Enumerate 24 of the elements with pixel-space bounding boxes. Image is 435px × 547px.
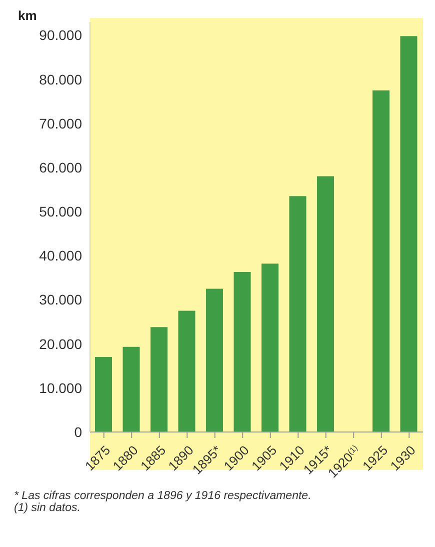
bar bbox=[262, 264, 278, 432]
bar bbox=[95, 357, 112, 432]
y-tick-label: 10.000 bbox=[39, 380, 82, 396]
y-axis-title: km bbox=[18, 8, 37, 23]
y-tick-label: 60.000 bbox=[39, 159, 82, 176]
y-tick-label: 20.000 bbox=[39, 336, 82, 352]
bar bbox=[122, 346, 140, 432]
y-tick-label: 40.000 bbox=[39, 248, 82, 264]
y-tick-label: 80.000 bbox=[39, 71, 82, 88]
bar bbox=[234, 272, 251, 432]
bar bbox=[400, 36, 418, 432]
text: * Las cifras corresponden a 1896 y 1916 respectivamente. bbox=[14, 490, 312, 502]
bar bbox=[289, 196, 306, 432]
bar bbox=[206, 288, 223, 432]
y-tick-label: 30.000 bbox=[39, 292, 82, 308]
y-tick-label: 50.000 bbox=[39, 204, 82, 220]
bar bbox=[178, 310, 196, 432]
bar bbox=[372, 90, 390, 432]
bar bbox=[150, 327, 168, 432]
y-tick-label: 0 bbox=[74, 424, 82, 440]
y-tick-label: 90.000 bbox=[39, 27, 82, 44]
text: (1) sin datos. bbox=[14, 502, 82, 514]
y-tick-label: 70.000 bbox=[39, 115, 82, 132]
bar bbox=[317, 176, 334, 432]
